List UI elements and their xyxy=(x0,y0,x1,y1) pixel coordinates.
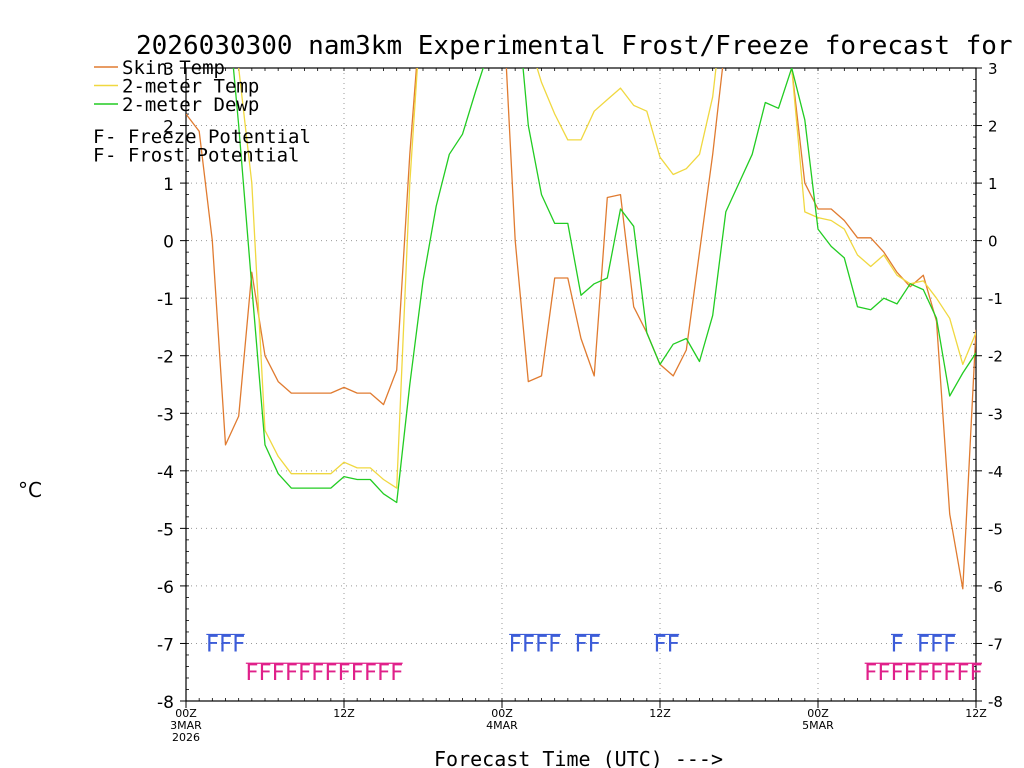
frost-marker: F xyxy=(653,632,666,657)
x-tick-label: 12Z xyxy=(965,707,987,720)
y-tick-label-right: 0 xyxy=(988,233,998,251)
freeze-marker: F xyxy=(245,661,258,686)
freeze-marker: F xyxy=(877,661,890,686)
x-tick-label: 12Z xyxy=(649,707,671,720)
frost-freeze-marks: F F F F F F F F F F F F F F FF F F F F F F F F F F F F F F F F F F F F xyxy=(206,632,983,686)
y-tick-label-right: -6 xyxy=(988,578,1003,596)
legend-note-frost: - Frost Potential xyxy=(105,145,299,167)
freeze-marker: F xyxy=(258,661,271,686)
x-tick-label: 00Z xyxy=(491,707,513,720)
y-tick-label-right: -1 xyxy=(988,290,1003,308)
y-tick-label-left: 2 xyxy=(163,118,174,138)
freeze-marker: F xyxy=(890,661,903,686)
y-tick-label-left: -7 xyxy=(157,635,174,655)
freeze-marker: F xyxy=(298,661,311,686)
freeze-marker: F xyxy=(864,661,877,686)
legend-label-temp: 2-meter Temp xyxy=(122,76,259,98)
frost-marker: F xyxy=(535,632,548,657)
y-tick-label-left: 0 xyxy=(163,233,174,253)
y-tick-label-left: -6 xyxy=(157,578,174,598)
freeze-marker: F xyxy=(311,661,324,686)
y-tick-label-right: -3 xyxy=(988,405,1003,423)
y-tick-label-right: 3 xyxy=(988,60,998,78)
legend-letter-frost: F xyxy=(93,145,104,167)
x-tick-label: 00Z xyxy=(175,707,197,720)
axis-ticks: -8 -8 -7 -7 -6 -6 -5 -5 -4 -4 -3 -3 -2 -2 -1 -1 0 0 1 1 2 2 3 3… xyxy=(157,60,1003,744)
frost-marker: F xyxy=(930,632,943,657)
freeze-marker: F xyxy=(324,661,337,686)
frost-marker: F xyxy=(548,632,561,657)
freeze-marker: F xyxy=(930,661,943,686)
y-tick-label-left: -3 xyxy=(157,405,174,425)
freeze-marker: F xyxy=(285,661,298,686)
y-tick-label-left: -4 xyxy=(157,463,174,483)
plot-frame xyxy=(185,67,977,702)
series-line-temp xyxy=(238,68,976,489)
frost-marker: F xyxy=(917,632,930,657)
y-tick-label-right: -5 xyxy=(988,520,1003,538)
frost-marker: F xyxy=(574,632,587,657)
y-tick-label-right: -8 xyxy=(988,693,1003,711)
y-tick-label-right: -4 xyxy=(988,463,1003,481)
y-tick-label-left: -5 xyxy=(157,520,174,540)
freeze-marker: F xyxy=(969,661,982,686)
freeze-marker: F xyxy=(943,661,956,686)
x-axis-label: Forecast Time (UTC) ---> xyxy=(434,747,723,768)
freeze-marker: F xyxy=(364,661,377,686)
x-tick-label: 5MAR xyxy=(802,719,834,732)
x-tick-label: 12Z xyxy=(333,707,355,720)
x-tick-label: 4MAR xyxy=(486,719,518,732)
frost-marker: F xyxy=(219,632,232,657)
y-tick-label-left: -2 xyxy=(157,348,174,368)
series-line-dewp xyxy=(232,68,976,504)
y-tick-label-right: 2 xyxy=(988,118,998,136)
x-tick-label: 00Z xyxy=(807,707,829,720)
y-tick-label-right: -2 xyxy=(988,348,1003,366)
legend-letter-freeze: F xyxy=(93,126,104,148)
y-tick-label-left: -1 xyxy=(157,290,174,310)
y-tick-label-left: 1 xyxy=(163,175,174,195)
frost-marker: F xyxy=(522,632,535,657)
frost-marker: F xyxy=(667,632,680,657)
freeze-marker: F xyxy=(377,661,390,686)
frost-marker: F xyxy=(890,632,903,657)
grid-lines xyxy=(186,68,976,701)
frost-marker: F xyxy=(206,632,219,657)
frost-marker: F xyxy=(509,632,522,657)
legend-label-dewp: 2-meter Dewp xyxy=(122,94,259,116)
x-tick-label: 2026 xyxy=(172,731,200,744)
legend-label-skin: Skin Temp xyxy=(122,57,225,79)
freeze-marker: F xyxy=(337,661,350,686)
series-line-skin xyxy=(186,68,976,590)
y-tick-label-left: -8 xyxy=(157,693,174,713)
freeze-marker: F xyxy=(390,661,403,686)
series-lines xyxy=(186,68,976,590)
frost-marker: F xyxy=(588,632,601,657)
freeze-marker: F xyxy=(956,661,969,686)
y-tick-label-left: 3 xyxy=(163,60,174,80)
freeze-marker: F xyxy=(904,661,917,686)
freeze-marker: F xyxy=(351,661,364,686)
x-tick-label: 3MAR xyxy=(170,719,202,732)
y-axis-label: °C xyxy=(18,478,42,502)
chart-title: 2026030300 nam3km Experimental Frost/Fre… xyxy=(136,31,1024,61)
y-tick-label-right: 1 xyxy=(988,175,998,193)
frost-marker: F xyxy=(232,632,245,657)
freeze-marker: F xyxy=(272,661,285,686)
y-tick-label-right: -7 xyxy=(988,635,1003,653)
freeze-marker: F xyxy=(917,661,930,686)
legend-note-freeze: - Freeze Potential xyxy=(105,126,311,148)
frost-marker: F xyxy=(943,632,956,657)
